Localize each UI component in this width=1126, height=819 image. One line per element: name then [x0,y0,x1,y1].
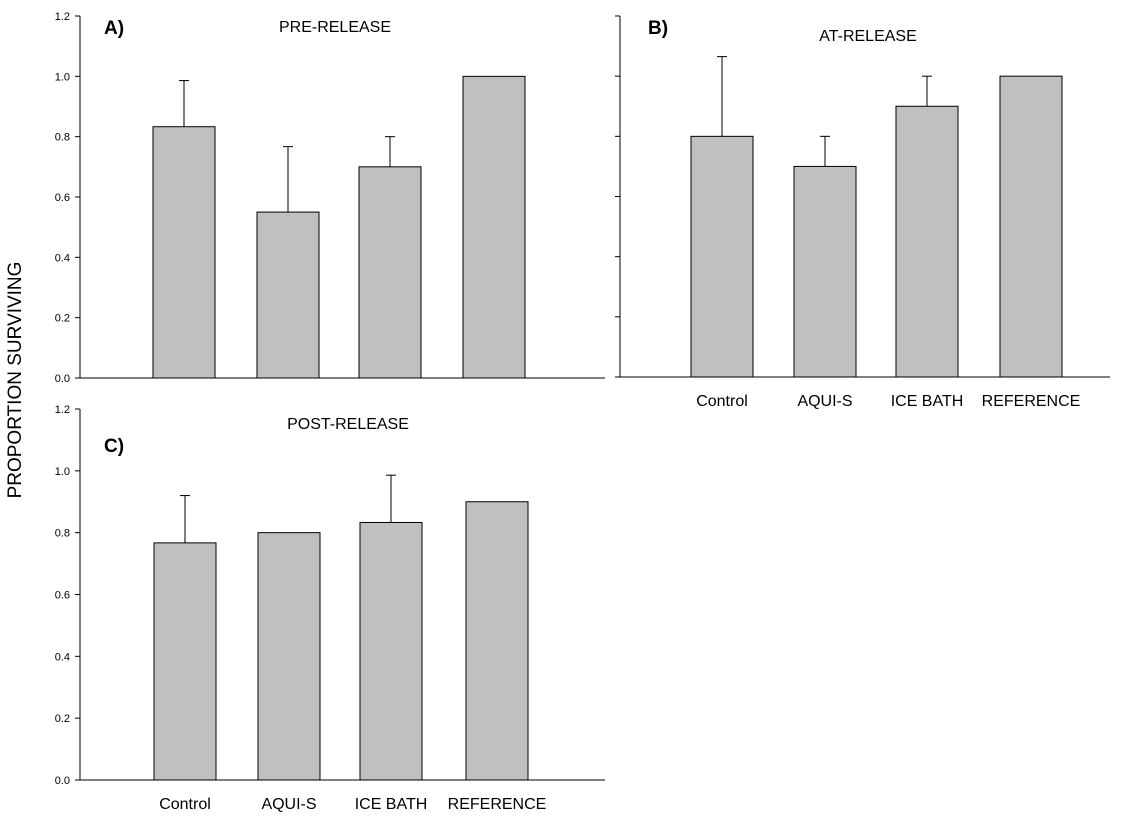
chart-title: AT-RELEASE [819,28,917,45]
x-tick-label: Control [159,796,211,813]
bar-aqui-s [256,211,320,379]
y-tick-label: 0.0 [55,775,70,787]
panel-letter: A) [104,18,124,39]
y-tick-label: 1.2 [55,404,70,416]
x-tick-label: ICE BATH [355,796,428,813]
bar-control [152,126,216,379]
bar-reference [465,501,529,781]
y-tick-label: 0.6 [55,192,70,204]
bar-aqui-s [793,165,857,378]
y-axis-label: PROPORTION SURVIVING [5,262,26,499]
y-tick-label: 1.0 [55,71,70,83]
x-tick-label: Control [696,393,748,410]
bar-ice-bath [895,105,959,378]
bar-ice-bath [359,521,423,781]
y-tick-label: 0.0 [55,373,70,385]
bar-control [153,542,217,781]
bar-aqui-s [257,532,321,781]
panel-letter: C) [104,436,124,457]
y-tick-label: 0.2 [55,713,70,725]
x-tick-label: REFERENCE [982,393,1081,410]
bar-ice-bath [358,166,422,379]
chart-panels: 0.0 0.2 0.4 0.6 0.8 1.0 1.2 A) PRE-RELEASE Contro… [55,11,1110,813]
chart-title: POST-RELEASE [287,416,409,433]
bar-reference [999,75,1063,378]
y-tick-label: 0.4 [55,252,70,264]
chart-title: PRE-RELEASE [279,19,391,36]
y-tick-label: 1.0 [55,466,70,478]
chart-panel-1: 0.0 0.2 0.4 0.6 0.8 1.0 1.2 A) PRE-RELEASE [55,11,605,385]
chart-panel-2: Control AQUI-S ICE BATH REFERENCE B) AT-RELEA… [615,15,1110,410]
y-tick-label: 0.6 [55,590,70,602]
bar-reference [462,75,526,379]
y-tick-label: 0.8 [55,528,70,540]
chart-panel-3: 0.0 0.2 0.4 0.6 0.8 1.0 1.2 Control AQUI-S ICE BA… [55,404,605,813]
x-tick-label: AQUI-S [261,796,316,813]
x-tick-label: ICE BATH [891,393,964,410]
y-tick-label: 1.2 [55,11,70,23]
panel-letter: B) [648,18,668,39]
y-tick-label: 0.8 [55,132,70,144]
x-tick-label: REFERENCE [448,796,547,813]
y-tick-label: 0.2 [55,313,70,325]
x-tick-label: AQUI-S [797,393,852,410]
bar-control [690,135,754,378]
y-tick-label: 0.4 [55,651,70,663]
